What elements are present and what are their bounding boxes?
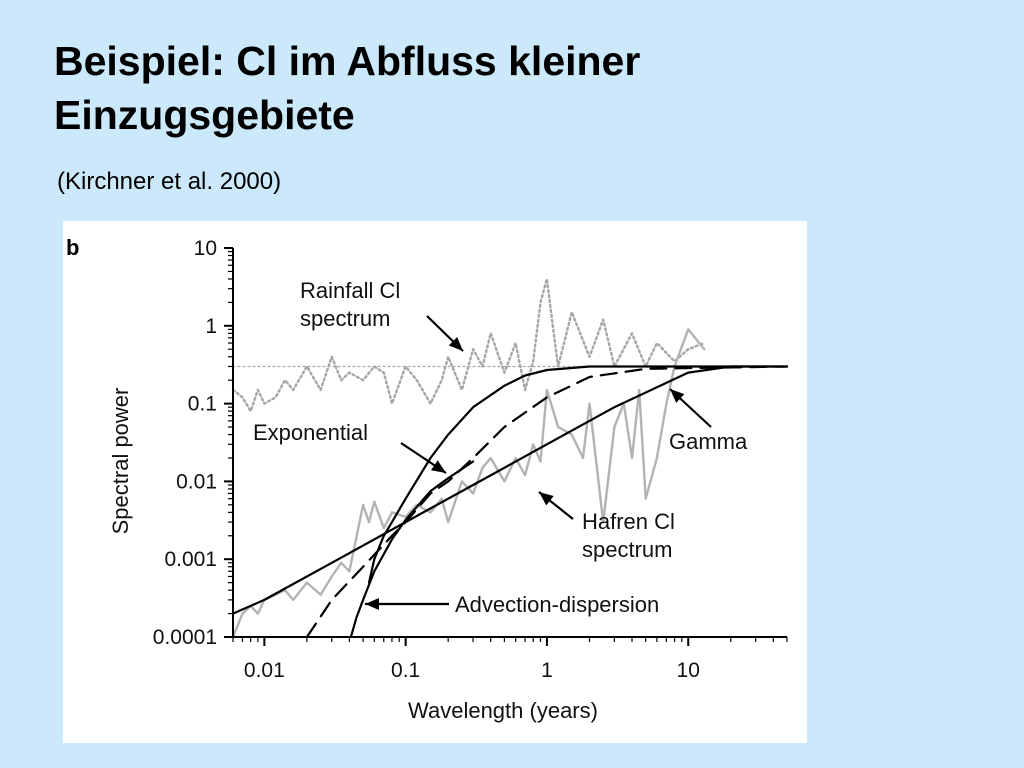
- annotation-text: spectrum: [582, 537, 672, 562]
- advection-dispersion-curve: [349, 460, 475, 639]
- rainfall-cl-spectrum-line: [231, 277, 706, 413]
- spectral-power-chart: b 0.0001 0.001 0.01 0.1 1 10 0.01 0.1 1 10 Wavele…: [66, 235, 789, 723]
- x-tick-label: 0.1: [391, 659, 420, 682]
- annotation-text: Rainfall Cl: [300, 278, 400, 303]
- slide-title-line-1: Beispiel: Cl im Abfluss kleiner: [54, 38, 641, 84]
- annotation-text: Hafren Cl: [582, 509, 675, 534]
- x-axis-label: Wavelength (years): [408, 698, 598, 723]
- y-tick-label: 0.01: [176, 470, 217, 493]
- rainfall-cl-spectrum-annotation: Rainfall Cl spectrum: [300, 278, 464, 352]
- figure-panel: b 0.0001 0.001 0.01 0.1 1 10 0.01 0.1 1 10 Wavele…: [63, 221, 807, 743]
- hafren-cl-spectrum-line: [231, 328, 706, 639]
- annotation-arrow-head: [431, 460, 446, 473]
- y-tick-label: 0.0001: [153, 626, 217, 649]
- y-tick-label: 0.1: [188, 393, 217, 416]
- annotation-text: spectrum: [300, 306, 390, 331]
- annotation-arrow-head: [365, 598, 379, 610]
- x-tick-label: 0.01: [244, 659, 285, 682]
- y-tick-label: 0.001: [164, 548, 217, 571]
- annotation-arrow-head: [539, 492, 554, 506]
- x-tick-label: 10: [677, 659, 700, 682]
- advection-dispersion-annotation: Advection-dispersion: [365, 592, 659, 617]
- y-tick-label: 10: [194, 237, 217, 260]
- slide-title-line-2: Einzugsgebiete: [54, 92, 355, 138]
- exponential-annotation: Exponential: [253, 420, 447, 474]
- annotation-arrow-head: [448, 336, 463, 351]
- annotation-text: Advection-dispersion: [455, 592, 659, 617]
- exponential-curve: [367, 365, 789, 584]
- annotation-text: Exponential: [253, 420, 368, 445]
- hafren-cl-spectrum-annotation: Hafren Cl spectrum: [538, 491, 675, 562]
- panel-label: b: [66, 235, 79, 260]
- y-axis-label: Spectral power: [108, 388, 133, 535]
- annotation-text: Gamma: [669, 429, 748, 454]
- gamma-curve: [231, 365, 789, 615]
- annotation-arrow-head: [670, 389, 685, 403]
- slide-title: Beispiel: Cl im Abfluss kleiner Einzugsg…: [54, 34, 954, 142]
- y-tick-label: 1: [205, 315, 217, 338]
- citation: (Kirchner et al. 2000): [57, 168, 282, 195]
- dashed-model-curve: [305, 365, 789, 639]
- gamma-annotation: Gamma: [669, 388, 748, 454]
- x-tick-label: 1: [541, 659, 553, 682]
